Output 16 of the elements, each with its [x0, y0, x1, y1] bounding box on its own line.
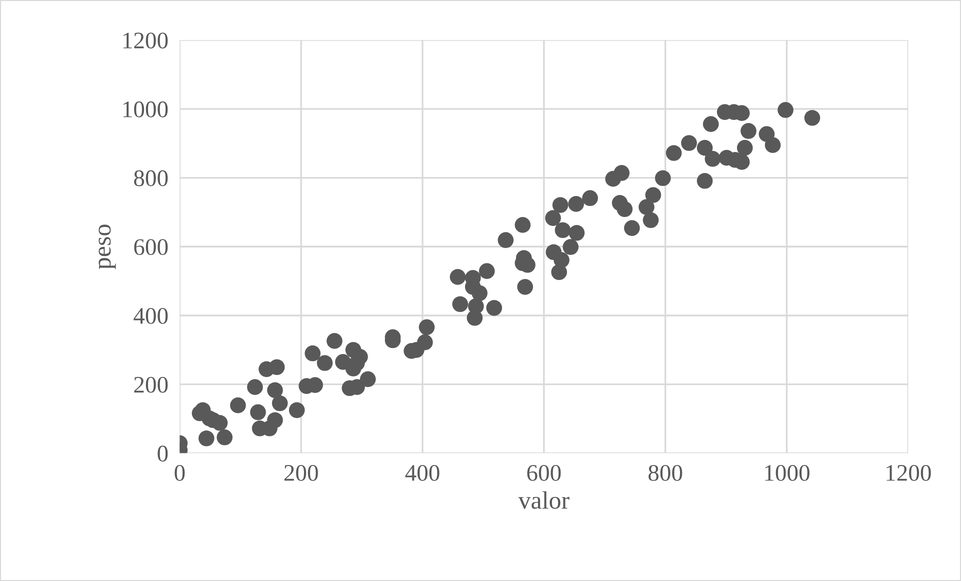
x-tick-label: 1000	[765, 464, 810, 481]
x-tick-label: 200	[284, 464, 318, 481]
y-tick-label: 600	[134, 239, 168, 256]
x-tick-label: 1200	[886, 464, 931, 481]
y-tick-label: 0	[158, 446, 168, 462]
y-tick-label: 400	[134, 308, 168, 324]
y-tick-label: 800	[134, 170, 168, 186]
x-tick-label: 800	[648, 464, 682, 481]
x-axis-title: valor	[518, 491, 570, 509]
y-tick-label: 1200	[123, 32, 168, 49]
y-tick-label: 200	[134, 376, 168, 393]
x-tick-label: 400	[405, 464, 440, 481]
x-tick-label: 600	[527, 464, 561, 481]
x-tick-label: 0	[174, 464, 185, 481]
y-tick-label: 1000	[123, 101, 168, 118]
y-axis-title: peso	[98, 224, 116, 270]
